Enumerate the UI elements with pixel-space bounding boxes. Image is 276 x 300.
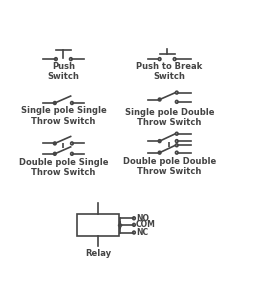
Text: Push to Break
Switch: Push to Break Switch <box>136 62 202 81</box>
Text: NC: NC <box>136 228 148 237</box>
Text: Double pole Double
Throw Switch: Double pole Double Throw Switch <box>123 157 216 176</box>
Text: NO: NO <box>136 214 149 223</box>
Text: Single pole Single
Throw Switch: Single pole Single Throw Switch <box>20 106 106 126</box>
Text: Push
Switch: Push Switch <box>47 62 79 81</box>
Text: Relay: Relay <box>85 248 111 257</box>
Bar <box>77 214 119 236</box>
Text: COM: COM <box>136 220 156 229</box>
Text: Double pole Single
Throw Switch: Double pole Single Throw Switch <box>18 158 108 177</box>
Text: Single pole Double
Throw Switch: Single pole Double Throw Switch <box>124 108 214 127</box>
